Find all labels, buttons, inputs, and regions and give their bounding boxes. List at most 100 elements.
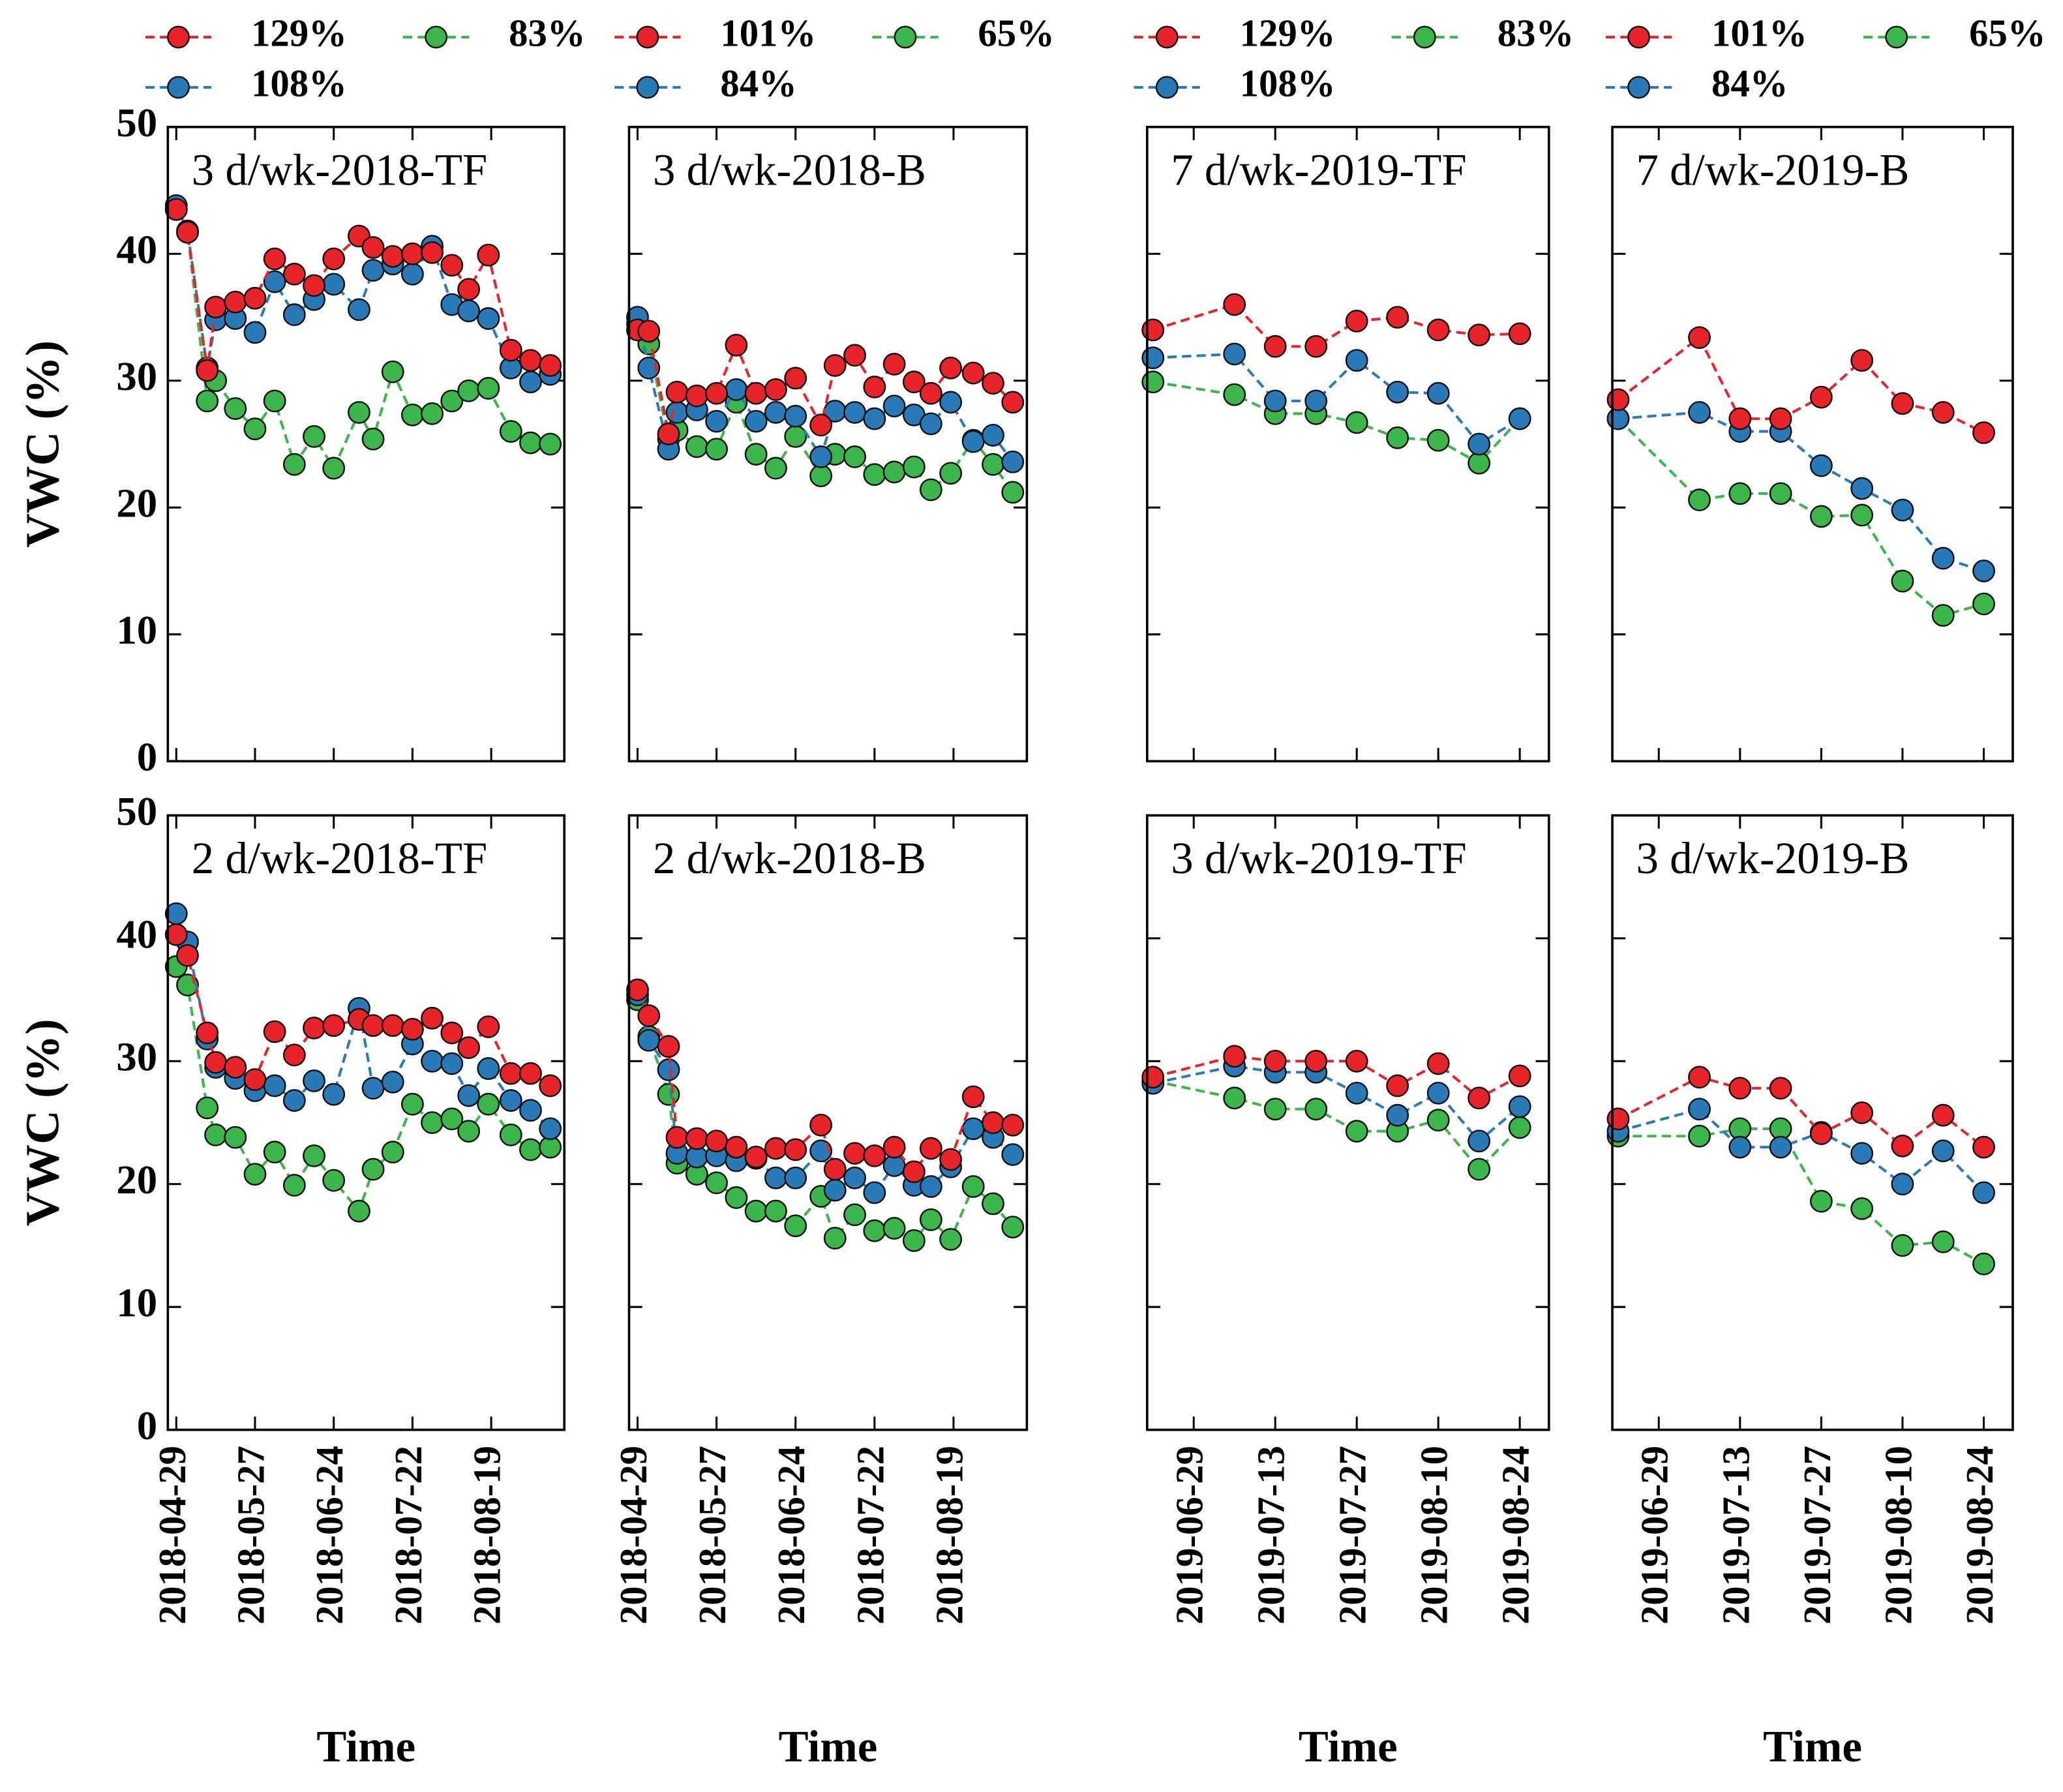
panel-title: 3 d/wk-2019-TF: [1171, 833, 1466, 883]
data-point: [1263, 1049, 1287, 1073]
data-point: [176, 944, 199, 967]
data-point: [843, 1142, 866, 1165]
data-point: [1931, 400, 1955, 424]
data-point: [204, 295, 228, 319]
data-point: [539, 353, 562, 377]
data-point: [519, 1062, 542, 1085]
legend-marker: [1413, 25, 1436, 49]
panel-title: 3 d/wk-2018-B: [653, 145, 926, 194]
data-point: [400, 262, 424, 286]
data-point: [1426, 1081, 1450, 1105]
data-point: [1931, 1103, 1955, 1127]
data-point: [303, 425, 325, 448]
data-point: [1508, 407, 1531, 430]
data-point: [282, 1174, 306, 1197]
data-point: [1850, 349, 1874, 372]
data-point: [882, 460, 906, 484]
legend-marker: [1885, 25, 1908, 49]
data-point: [457, 1120, 481, 1143]
data-point: [1688, 1066, 1711, 1089]
data-point: [361, 1157, 385, 1181]
data-point: [348, 1199, 370, 1223]
data-point: [322, 273, 346, 296]
data-point: [499, 1089, 522, 1113]
series-line: [1618, 1127, 1985, 1265]
data-point: [1972, 421, 1995, 444]
data-point: [1386, 1074, 1409, 1098]
data-point: [381, 360, 404, 383]
x-tick-label: 2018-04-29: [151, 1446, 194, 1624]
series-line: [1152, 1054, 1521, 1100]
data-point: [705, 1171, 729, 1195]
data-point: [764, 1166, 787, 1189]
data-point: [919, 1175, 942, 1198]
data-point: [1850, 503, 1874, 527]
data-point: [322, 1169, 346, 1192]
data-point: [685, 1127, 708, 1150]
data-point: [809, 464, 833, 488]
data-point: [282, 303, 306, 327]
legend-label: 83%: [1498, 12, 1574, 54]
data-point: [164, 198, 188, 221]
legend-label: 101%: [720, 12, 816, 54]
data-point: [164, 923, 188, 946]
data-point: [303, 1144, 325, 1167]
data-point: [196, 1021, 219, 1045]
panel: 0 10 20 30 40 50 2018-04-29 2018-05-27 2018-06-2…: [16, 788, 566, 1771]
data-point: [457, 278, 481, 301]
data-point: [539, 1074, 562, 1098]
legend-marker: [167, 25, 190, 49]
data-point: [843, 400, 866, 424]
x-tick-label: 2018-07-22: [849, 1446, 892, 1624]
data-point: [440, 389, 464, 413]
y-tick-label: 20: [116, 481, 157, 526]
data-point: [1891, 1134, 1914, 1157]
data-point: [499, 1062, 522, 1085]
data-point: [863, 463, 886, 486]
series-line: [1618, 1107, 1985, 1194]
series-line: [1618, 411, 1985, 573]
legend-marker: [636, 25, 659, 49]
data-point: [1688, 1098, 1711, 1121]
data-point: [421, 1006, 444, 1030]
data-point: [1345, 1081, 1368, 1105]
series-line: [1618, 1075, 1985, 1148]
data-point: [1223, 1086, 1246, 1110]
data-point: [1001, 450, 1025, 473]
data-point: [705, 1129, 729, 1153]
data-point: [705, 381, 729, 405]
y-tick-label: 40: [116, 227, 157, 273]
data-point: [348, 400, 370, 424]
data-point: [539, 1117, 562, 1141]
data-point: [725, 333, 748, 357]
data-point: [1972, 560, 1995, 582]
data-point: [764, 378, 787, 401]
data-point: [1141, 370, 1165, 394]
data-point: [1931, 604, 1955, 627]
data-point: [863, 376, 886, 398]
data-point: [361, 1014, 385, 1038]
data-point: [282, 262, 306, 286]
data-point: [400, 1092, 424, 1116]
data-point: [1606, 388, 1630, 411]
data-point: [477, 1092, 500, 1116]
data-point: [322, 1014, 346, 1038]
y-axis-label: VWC (%): [16, 1019, 69, 1226]
data-point: [626, 978, 649, 1002]
series-line: [1152, 352, 1521, 446]
legend-marker: [1155, 76, 1179, 99]
data-point: [361, 236, 385, 259]
data-point: [657, 1058, 680, 1081]
data-point: [784, 404, 807, 428]
data-point: [1891, 569, 1914, 593]
data-point: [939, 462, 963, 485]
data-point: [1141, 318, 1165, 342]
data-point: [705, 410, 729, 433]
data-point: [1891, 1172, 1914, 1196]
data-point: [1972, 592, 1995, 616]
data-point: [1426, 1052, 1450, 1075]
data-point: [982, 1111, 1004, 1134]
data-point: [843, 445, 866, 468]
data-point: [457, 299, 481, 323]
